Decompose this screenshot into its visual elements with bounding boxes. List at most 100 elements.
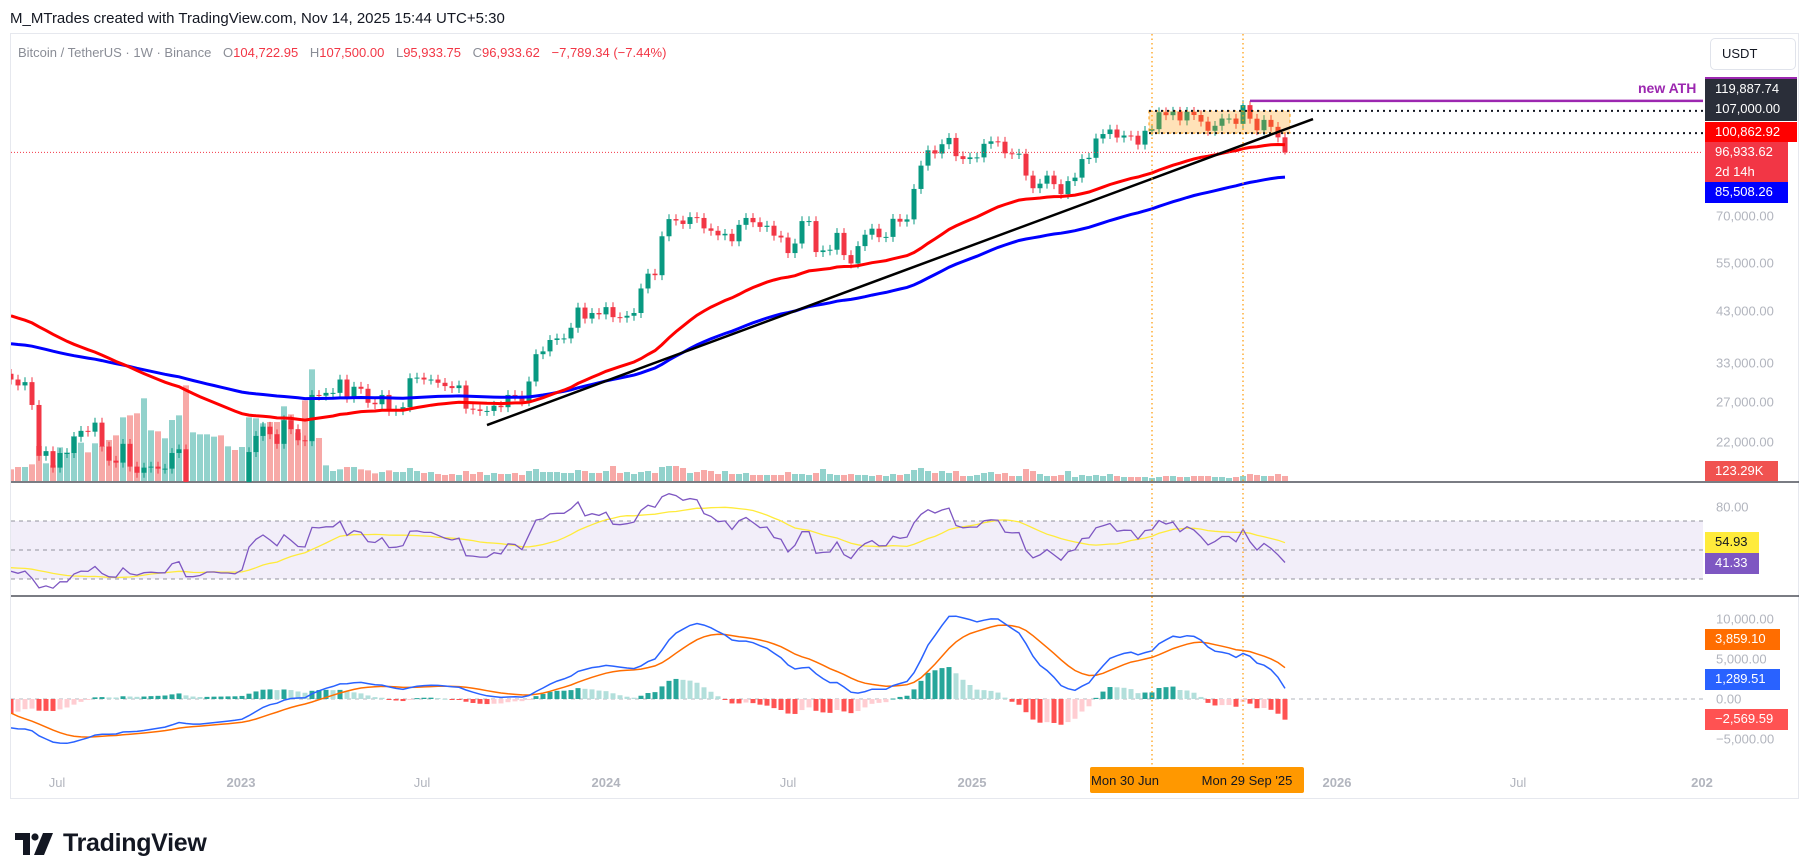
volume-bar: [428, 472, 434, 481]
macd-histogram-bar: [239, 695, 245, 699]
macd-histogram-bar: [736, 699, 742, 704]
macd-histogram-bar: [862, 699, 868, 708]
macd-tag: 1,289.51: [1705, 669, 1780, 690]
macd-histogram-bar: [1009, 699, 1015, 702]
candle-body: [799, 221, 805, 244]
candle-body: [862, 234, 868, 247]
volume-bar: [400, 472, 406, 481]
candle-body: [610, 307, 616, 318]
level-tag-box: 119,887.74 107,000.00: [1705, 77, 1797, 121]
volume-bar: [848, 474, 854, 481]
axis-tick-label: 55,000.00: [1716, 255, 1774, 271]
volume-bar: [736, 474, 742, 481]
candle-body: [890, 218, 896, 237]
volume-bar: [1219, 477, 1225, 481]
volume-bar: [561, 472, 567, 481]
candle-body: [407, 378, 413, 408]
candle-body: [302, 440, 308, 442]
candle-body: [29, 382, 35, 405]
macd-histogram-bar: [323, 689, 329, 699]
volume-bar: [974, 474, 980, 481]
axis-tick-label: 10,000.00: [1716, 611, 1774, 627]
volume-bar: [897, 474, 903, 481]
close-value: 96,933.62: [482, 45, 540, 60]
candle-body: [127, 443, 133, 467]
currency-button[interactable]: USDT: [1710, 38, 1796, 70]
volume-bar: [883, 476, 889, 481]
candle-body: [589, 312, 595, 319]
candle-body: [351, 386, 357, 398]
candle-body: [498, 405, 504, 408]
volume-bar: [1002, 472, 1008, 481]
candle-body: [981, 143, 987, 158]
candle-body: [435, 379, 441, 383]
macd-histogram-bar: [575, 688, 581, 699]
macd-histogram-bar: [1268, 699, 1274, 710]
candle-body: [1002, 141, 1008, 154]
macd-histogram-bar: [1219, 699, 1225, 706]
open-label: O: [223, 45, 234, 60]
symbol-title[interactable]: Bitcoin / TetherUS · 1W · Binance: [18, 45, 212, 60]
candle-body: [694, 217, 700, 219]
macd-histogram-bar: [43, 699, 49, 711]
macd-histogram-bar: [645, 693, 651, 699]
volume-bar: [1023, 469, 1029, 481]
tradingview-logo[interactable]: TradingView: [15, 829, 207, 858]
axis-tick-label: 80.00: [1716, 499, 1749, 514]
drawings-layer: [486, 34, 1703, 767]
candle-body: [869, 228, 875, 235]
candle-body: [295, 429, 301, 441]
macd-histogram-bar: [211, 696, 217, 699]
macd-signal-tag: 3,859.10: [1705, 629, 1780, 650]
candle-body: [1205, 121, 1211, 131]
macd-histogram-bar: [365, 695, 371, 699]
volume-bar: [757, 474, 763, 481]
candle-body: [967, 157, 973, 160]
candle-body: [1233, 118, 1239, 124]
volume-bar: [22, 467, 28, 481]
candle-body: [22, 382, 28, 386]
volume-bar: [792, 474, 798, 481]
macd-histogram-bar: [1100, 691, 1106, 699]
volume-bar: [1233, 477, 1239, 481]
candle-body: [939, 144, 945, 154]
candle-body: [219, 491, 224, 494]
macd-histogram-bar: [925, 672, 931, 699]
macd-histogram-bar: [687, 680, 693, 699]
volume-bar: [827, 474, 833, 481]
rsi-ma-line: [11, 506, 1286, 579]
candle-body: [1240, 105, 1246, 124]
volume-bar: [540, 472, 546, 481]
macd-histogram-bar: [813, 699, 819, 711]
macd-histogram-bar: [148, 696, 154, 699]
macd-histogram-bar: [64, 699, 70, 708]
macd-histogram-bar: [288, 690, 294, 699]
volume-bar: [862, 474, 868, 481]
volume-bar: [1016, 476, 1022, 481]
macd-histogram-bar: [127, 696, 133, 699]
macd-histogram-bar: [92, 697, 98, 699]
macd-histogram-bar: [778, 699, 784, 711]
volume-bar: [1093, 474, 1099, 481]
candle-body: [267, 426, 273, 435]
candle-body: [876, 228, 882, 238]
volume-bar: [78, 442, 84, 481]
range-box: [1148, 110, 1291, 134]
volume-bar: [288, 414, 294, 481]
volume-bar: [687, 472, 693, 481]
volume-bar: [1198, 476, 1204, 481]
volume-bar: [631, 474, 637, 481]
candle-body: [1100, 134, 1106, 139]
volume-bar: [869, 476, 875, 481]
volume-bar: [1163, 476, 1169, 481]
macd-histogram-bar: [841, 699, 847, 712]
macd-histogram-bar: [918, 680, 924, 699]
candle-body: [1065, 181, 1071, 195]
volume-bar: [1170, 476, 1176, 481]
axis-tick-label: −5,000.00: [1716, 731, 1775, 747]
candle-body: [323, 392, 329, 396]
candle-body: [477, 409, 483, 411]
macd-histogram-bar: [512, 699, 518, 702]
macd-histogram-bar: [1191, 692, 1197, 699]
